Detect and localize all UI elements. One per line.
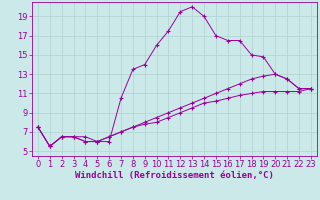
- X-axis label: Windchill (Refroidissement éolien,°C): Windchill (Refroidissement éolien,°C): [75, 171, 274, 180]
